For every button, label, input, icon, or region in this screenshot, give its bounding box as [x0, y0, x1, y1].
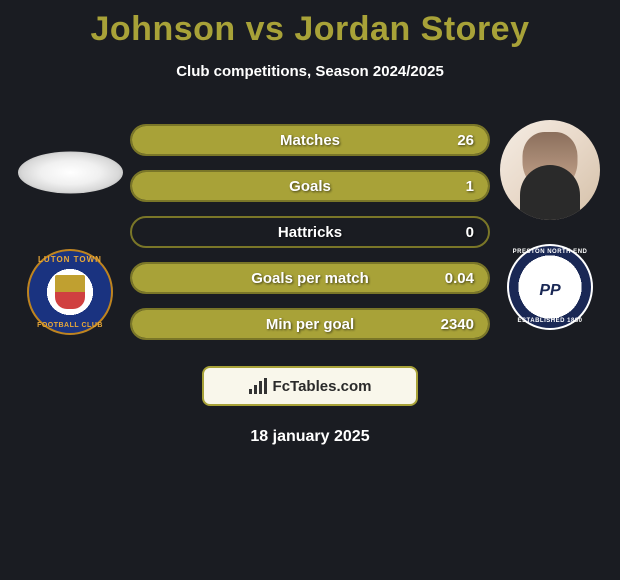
stat-label: Hattricks: [278, 224, 342, 241]
stat-value: 1: [466, 178, 474, 195]
stat-label: Matches: [280, 132, 340, 149]
left-player-column: [10, 120, 130, 340]
attribution-text: FcTables.com: [273, 378, 372, 395]
stats-column: Matches 26 Goals 1 Hattricks 0 Goals per match…: [130, 120, 490, 340]
stat-label: Goals: [289, 178, 331, 195]
attribution-box: FcTables.com: [202, 366, 418, 406]
page-title: Johnson vs Jordan Storey: [91, 10, 530, 49]
stat-value: 2340: [441, 316, 474, 333]
shield-icon: [55, 275, 85, 309]
date-text: 18 january 2025: [250, 428, 369, 446]
player-photo-right: [500, 120, 600, 220]
stat-value: 0: [466, 224, 474, 241]
bars-icon: [249, 378, 267, 394]
club-initials: PP: [539, 282, 560, 300]
club-badge-left: [27, 249, 113, 335]
stat-label: Goals per match: [251, 270, 369, 287]
stat-label: Min per goal: [266, 316, 354, 333]
root-container: Johnson vs Jordan Storey Club competitio…: [0, 0, 620, 446]
page-subtitle: Club competitions, Season 2024/2025: [176, 63, 444, 80]
stat-value: 0.04: [445, 270, 474, 287]
stat-bar: Matches 26: [130, 124, 490, 156]
stat-bar: Goals 1: [130, 170, 490, 202]
comparison-area: Matches 26 Goals 1 Hattricks 0 Goals per match…: [0, 120, 620, 340]
stat-bar: Min per goal 2340: [130, 308, 490, 340]
club-badge-right: PP: [507, 244, 593, 330]
stat-bar: Hattricks 0: [130, 216, 490, 248]
stat-bar: Goals per match 0.04: [130, 262, 490, 294]
stat-value: 26: [457, 132, 474, 149]
right-player-column: PP: [490, 120, 610, 340]
player-photo-left: [18, 152, 123, 194]
